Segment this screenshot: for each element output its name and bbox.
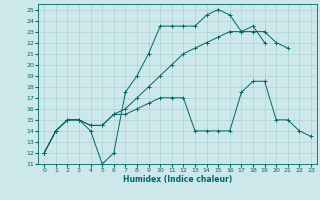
X-axis label: Humidex (Indice chaleur): Humidex (Indice chaleur): [123, 175, 232, 184]
